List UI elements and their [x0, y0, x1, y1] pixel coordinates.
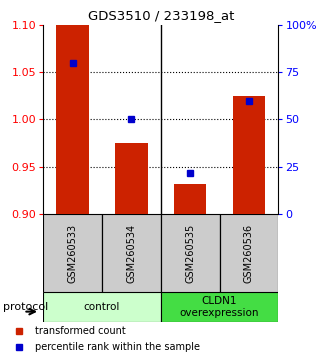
Bar [43, 292, 161, 322]
Text: protocol: protocol [3, 302, 48, 312]
Text: GSM260534: GSM260534 [126, 223, 136, 283]
Text: transformed count: transformed count [35, 326, 126, 336]
Text: GSM260533: GSM260533 [68, 223, 77, 283]
Text: GSM260536: GSM260536 [244, 223, 254, 283]
Text: percentile rank within the sample: percentile rank within the sample [35, 342, 200, 352]
Bar [220, 214, 278, 292]
Text: control: control [84, 302, 120, 312]
Text: GSM260535: GSM260535 [185, 223, 195, 283]
Bar [161, 292, 278, 322]
Bar [115, 143, 148, 214]
Bar [161, 214, 220, 292]
Bar [43, 214, 102, 292]
Title: GDS3510 / 233198_at: GDS3510 / 233198_at [88, 9, 234, 22]
Text: CLDN1
overexpression: CLDN1 overexpression [180, 296, 259, 318]
Bar [102, 214, 161, 292]
Bar [56, 25, 89, 214]
Bar [233, 96, 265, 214]
Bar [174, 184, 206, 214]
